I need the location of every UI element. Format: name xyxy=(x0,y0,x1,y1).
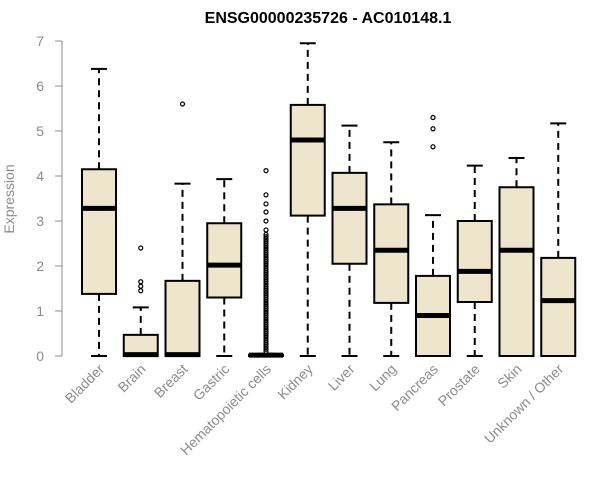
chart-title: ENSG00000235726 - AC010148.1 xyxy=(205,10,452,27)
outlier-point xyxy=(138,283,144,289)
box-iqr xyxy=(289,103,326,217)
y-tick-label: 3 xyxy=(36,213,44,229)
x-tick-label: Bladder xyxy=(62,361,108,407)
box-6 xyxy=(289,42,326,357)
box-iqr xyxy=(456,220,493,303)
boxes-group xyxy=(81,42,577,358)
box-iqr xyxy=(81,168,117,295)
outlier-point xyxy=(263,168,269,174)
box-iqr xyxy=(498,186,535,357)
x-tick-label: Prostate xyxy=(435,361,483,409)
y-tick-label: 4 xyxy=(36,168,44,184)
y-tick-label: 6 xyxy=(36,78,44,94)
y-tick-label: 7 xyxy=(36,33,44,49)
box-3 xyxy=(164,101,201,358)
box-9 xyxy=(415,114,451,357)
x-tick-label: Unknown / Other xyxy=(481,361,567,447)
y-axis: 0 1 2 3 4 5 6 7 xyxy=(36,33,63,364)
x-tick-label: Kidney xyxy=(274,361,316,403)
y-tick-label: 2 xyxy=(36,258,44,274)
box-1 xyxy=(81,67,117,357)
outlier-point xyxy=(263,234,269,240)
box-iqr xyxy=(331,171,368,265)
x-tick-label: Skin xyxy=(494,361,525,392)
outlier-point xyxy=(263,209,269,215)
box-2 xyxy=(122,245,159,358)
outlier-point xyxy=(263,218,269,224)
outlier-point xyxy=(179,101,186,107)
box-iqr xyxy=(540,256,577,357)
box-12 xyxy=(540,122,577,357)
outlier-point xyxy=(263,227,269,233)
y-tick-label: 1 xyxy=(36,303,44,319)
outlier-point xyxy=(430,144,436,150)
box-11 xyxy=(498,157,535,357)
box-iqr xyxy=(206,222,243,299)
outlier-point xyxy=(263,192,269,198)
y-tick-label: 0 xyxy=(36,348,44,364)
y-axis-label: Expression xyxy=(1,164,17,233)
box-10 xyxy=(456,164,493,357)
x-tick-label: Breast xyxy=(151,361,191,401)
box-8 xyxy=(373,141,410,357)
x-tick-label: Liver xyxy=(325,361,358,394)
box-iqr xyxy=(373,203,410,304)
box-4 xyxy=(206,178,243,357)
outlier-point xyxy=(263,201,269,207)
outlier-point xyxy=(430,126,436,132)
box-7 xyxy=(331,124,368,357)
box-5 xyxy=(248,168,284,358)
x-tick-label: Lung xyxy=(366,361,399,394)
box-iqr xyxy=(164,279,201,358)
x-tick-label: Brain xyxy=(114,361,148,395)
y-tick-label: 5 xyxy=(36,123,44,139)
outlier-point xyxy=(138,288,144,294)
outlier-point xyxy=(138,279,144,285)
outlier-point xyxy=(138,245,144,251)
outlier-point xyxy=(430,114,436,121)
